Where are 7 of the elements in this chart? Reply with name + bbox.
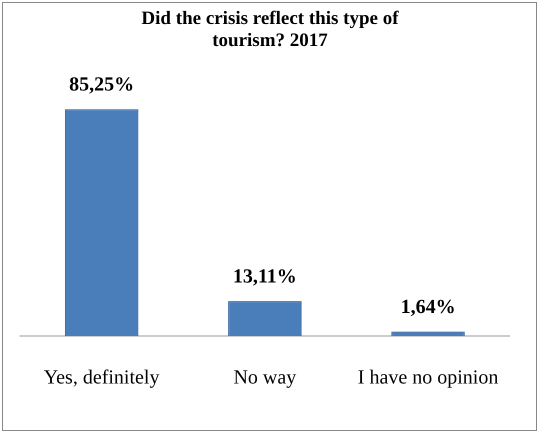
x-tick-label: No way [233,366,296,388]
data-label: 13,11% [232,265,297,288]
x-tick-label: I have no opinion [358,366,498,388]
data-label: 1,64% [400,296,456,318]
x-tick-label: Yes, definitely [44,366,160,388]
chart-title: Did the crisis reflect this type of tourism? 2017 [140,8,400,52]
data-label: 85,25% [69,73,134,96]
